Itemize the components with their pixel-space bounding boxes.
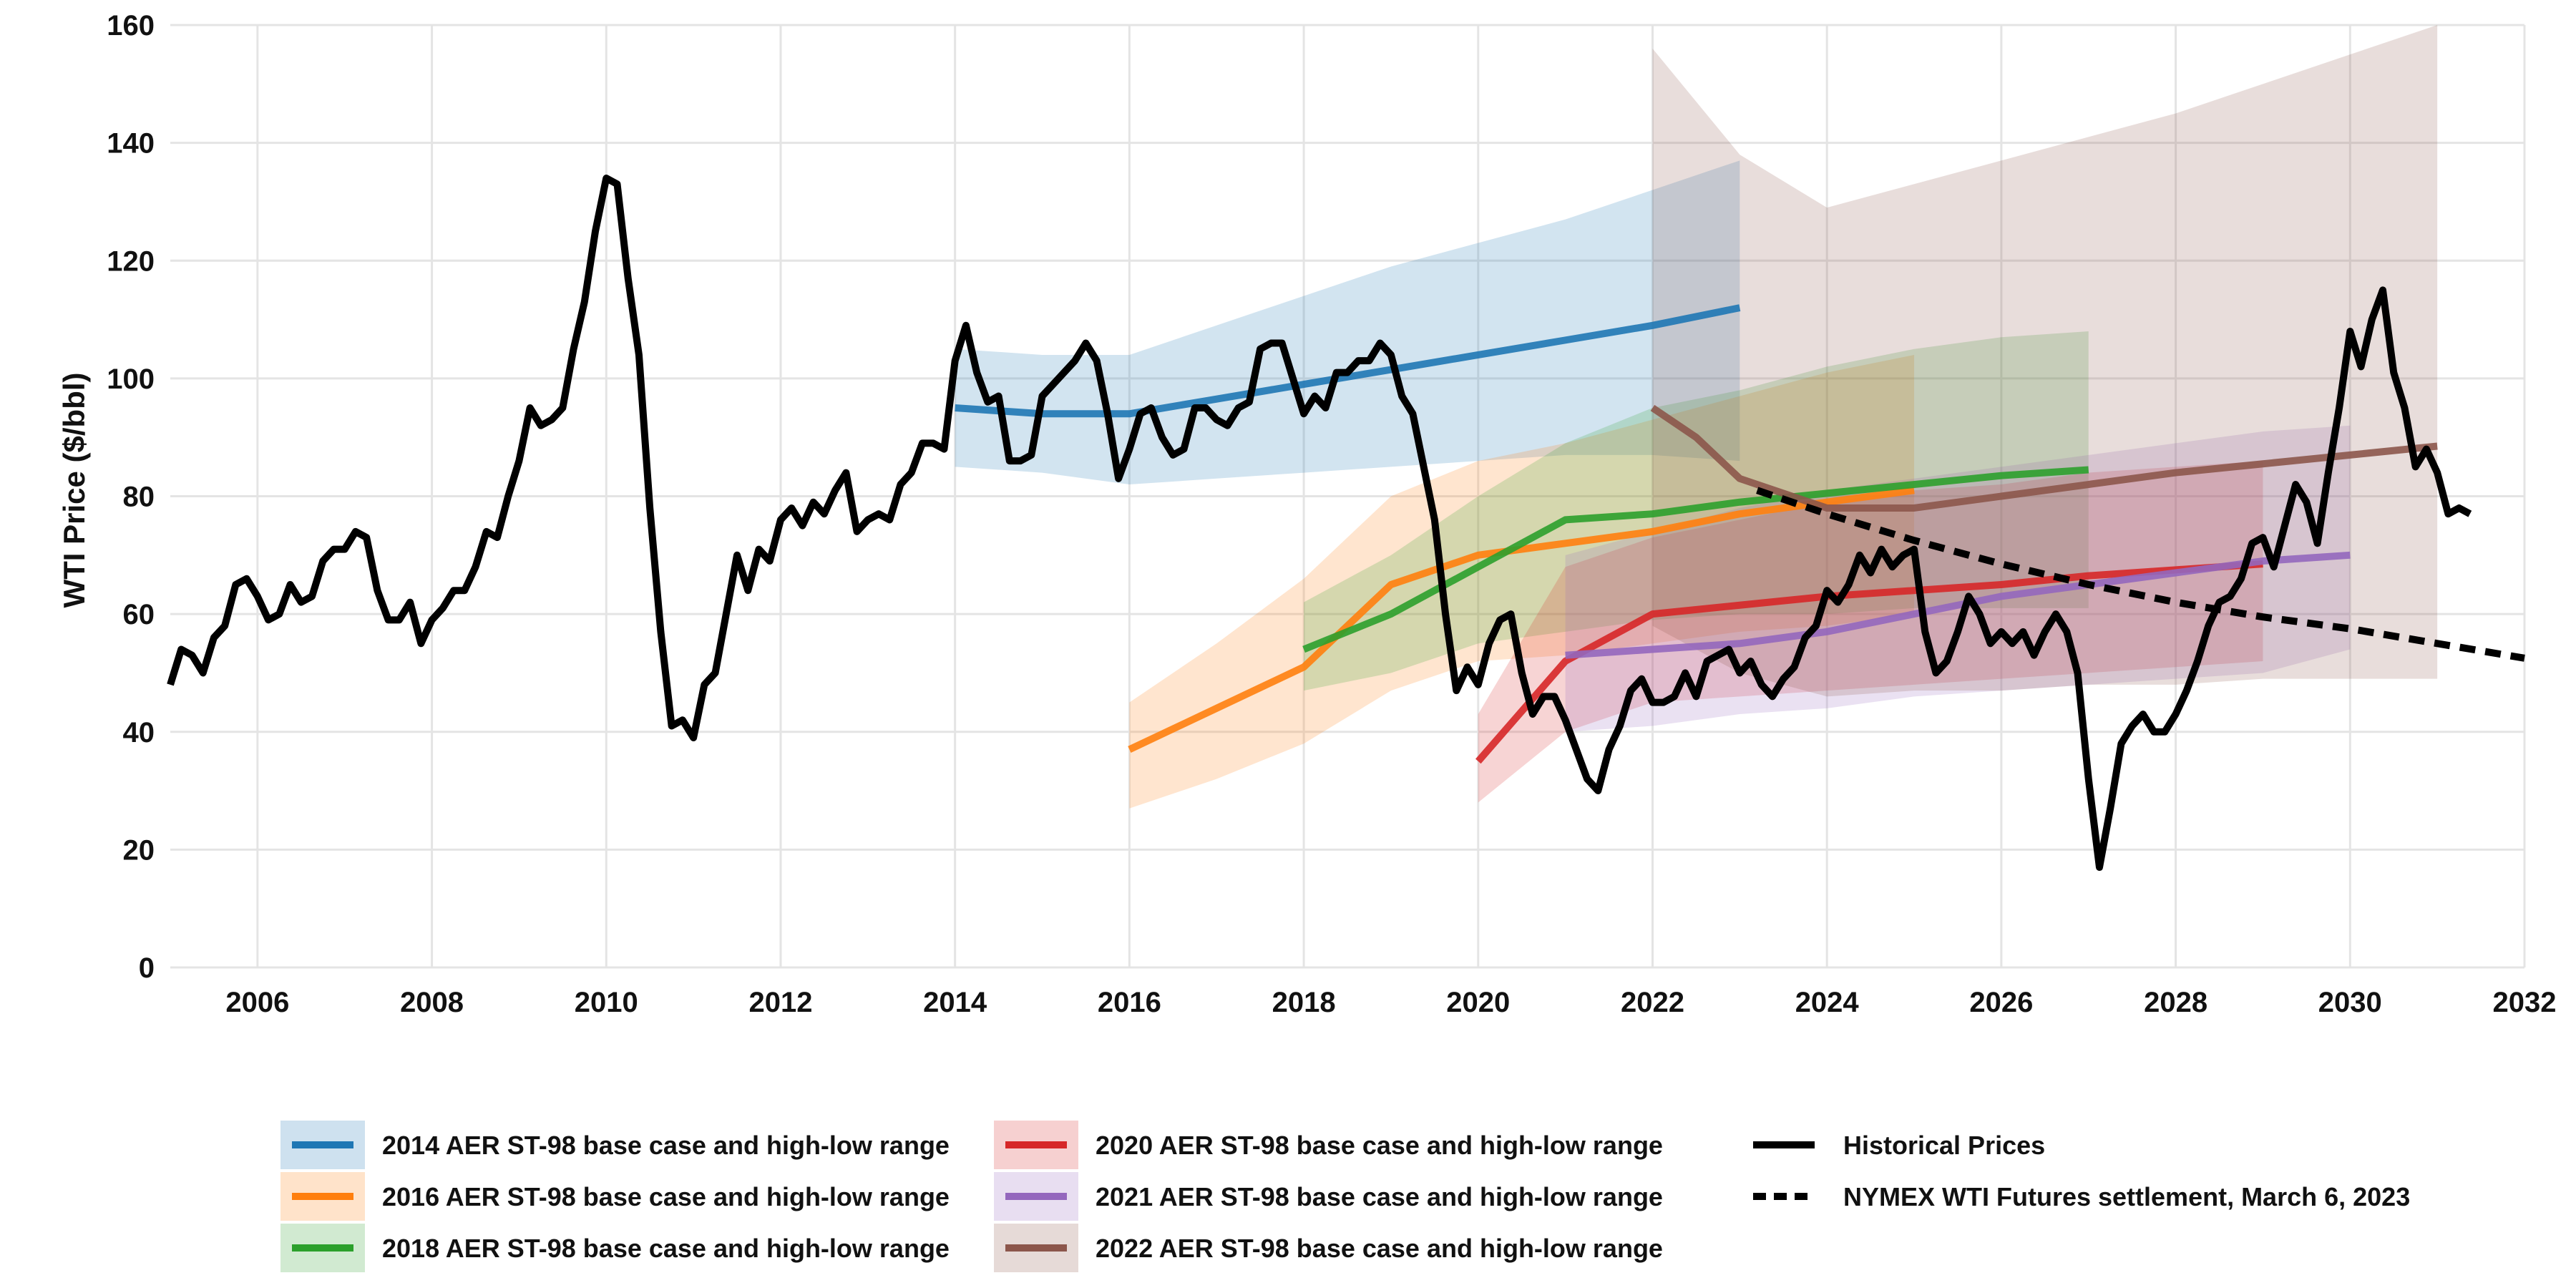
series-lines bbox=[167, 175, 2525, 872]
legend-item-0: 2014 AER ST-98 base case and high-low ra… bbox=[280, 1121, 950, 1169]
x-axis-tick-labels: 2006 2008 2010 2012 2014 2016 2018 2020 2022 2024… bbox=[225, 987, 2556, 1018]
x-tick-label: 2022 bbox=[1621, 987, 1684, 1018]
legend-label: 2020 AER ST-98 base case and high-low ra… bbox=[1096, 1131, 1663, 1160]
forecast-base-line-0 bbox=[955, 304, 1741, 418]
forecast-base-line-2 bbox=[1302, 466, 2089, 653]
forecast-base-line-5 bbox=[1650, 404, 2438, 512]
forecast-bands bbox=[955, 25, 2438, 809]
legend-label: 2021 AER ST-98 base case and high-low ra… bbox=[1096, 1182, 1663, 1211]
x-tick-label: 2018 bbox=[1272, 987, 1336, 1018]
y-tick-label: 80 bbox=[123, 482, 155, 513]
legend-label: 2014 AER ST-98 base case and high-low ra… bbox=[382, 1131, 950, 1160]
y-tick-label: 100 bbox=[107, 364, 155, 395]
legend: 2014 AER ST-98 base case and high-low ra… bbox=[280, 1121, 2410, 1272]
legend-label: Historical Prices bbox=[1843, 1131, 2045, 1160]
legend-item-historical: Historical Prices bbox=[1753, 1131, 2045, 1160]
y-tick-label: 120 bbox=[107, 245, 155, 277]
y-axis-tick-labels: 0 20 40 60 80 100 120 140 160 bbox=[107, 10, 155, 984]
forecast-band-5 bbox=[1652, 25, 2438, 697]
forecast-band-0 bbox=[955, 160, 1740, 485]
forecast-base-line-1 bbox=[1128, 487, 1915, 753]
legend-item-3: 2020 AER ST-98 base case and high-low ra… bbox=[994, 1121, 1663, 1169]
x-tick-label: 2020 bbox=[1446, 987, 1510, 1018]
x-tick-label: 2028 bbox=[2144, 987, 2207, 1018]
x-tick-label: 2016 bbox=[1098, 987, 1161, 1018]
forecast-band-4 bbox=[1565, 425, 2351, 732]
forecast-band-1 bbox=[1129, 354, 1915, 809]
x-tick-label: 2012 bbox=[748, 987, 812, 1018]
x-tick-label: 2026 bbox=[1969, 987, 2033, 1018]
legend-item-5: 2022 AER ST-98 base case and high-low ra… bbox=[994, 1224, 1663, 1272]
x-tick-label: 2032 bbox=[2493, 987, 2557, 1018]
x-tick-label: 2014 bbox=[923, 987, 987, 1018]
legend-item-1: 2016 AER ST-98 base case and high-low ra… bbox=[280, 1172, 950, 1221]
futures-line bbox=[1756, 487, 2525, 662]
forecast-band-3 bbox=[1478, 461, 2263, 803]
x-tick-label: 2008 bbox=[400, 987, 464, 1018]
forecast-base-line-4 bbox=[1565, 551, 2351, 659]
legend-item-2: 2018 AER ST-98 base case and high-low ra… bbox=[280, 1224, 950, 1272]
legend-label: NYMEX WTI Futures settlement, March 6, 2… bbox=[1843, 1182, 2410, 1211]
x-tick-label: 2006 bbox=[225, 987, 289, 1018]
y-axis-label: WTI Price ($/bbl) bbox=[57, 372, 91, 608]
x-tick-label: 2024 bbox=[1795, 987, 1860, 1018]
y-tick-label: 60 bbox=[123, 599, 155, 630]
y-tick-label: 160 bbox=[107, 10, 155, 42]
legend-label: 2022 AER ST-98 base case and high-low ra… bbox=[1096, 1234, 1663, 1263]
legend-label: 2018 AER ST-98 base case and high-low ra… bbox=[382, 1234, 950, 1263]
x-tick-label: 2030 bbox=[2318, 987, 2382, 1018]
x-tick-label: 2010 bbox=[575, 987, 638, 1018]
legend-label: 2016 AER ST-98 base case and high-low ra… bbox=[382, 1182, 950, 1211]
y-tick-label: 20 bbox=[123, 834, 155, 866]
legend-item-4: 2021 AER ST-98 base case and high-low ra… bbox=[994, 1172, 1663, 1221]
y-tick-label: 0 bbox=[139, 952, 155, 984]
forecast-base-line-3 bbox=[1475, 560, 2263, 764]
legend-item-futures: NYMEX WTI Futures settlement, March 6, 2… bbox=[1753, 1182, 2410, 1211]
historical-line bbox=[167, 175, 2472, 872]
y-tick-label: 140 bbox=[107, 128, 155, 160]
y-tick-label: 40 bbox=[123, 717, 155, 748]
